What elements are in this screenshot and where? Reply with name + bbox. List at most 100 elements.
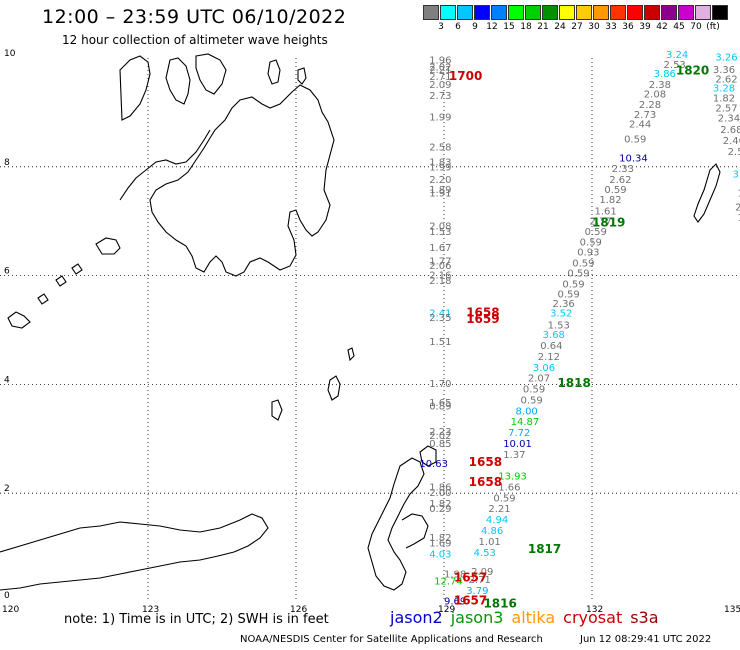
wave-height-label: 12.74: [434, 577, 463, 588]
wave-height-label: 2.73: [634, 110, 656, 121]
negros-coast: [119, 55, 151, 121]
wave-height-label: 2.21: [429, 65, 451, 76]
track-time-label: 1658: [466, 305, 499, 319]
wave-height-label: 2.58: [429, 142, 451, 153]
wave-height-label: 2.09: [429, 80, 451, 91]
x-tick-label: 135: [724, 605, 740, 615]
grid-lines: [0, 58, 740, 602]
scale-swatch: [661, 5, 677, 20]
wave-height-label: 1.82: [599, 195, 621, 206]
palau-coast: [693, 163, 721, 223]
wave-height-label: 3.36: [713, 65, 735, 76]
x-tick-label: 123: [142, 605, 159, 615]
mindanao-coast: [149, 84, 335, 277]
wave-height-label: 4.53: [474, 548, 496, 559]
wave-height-label: 2.02: [429, 431, 451, 442]
wave-height-label: 2.09: [471, 567, 493, 578]
scale-swatch: [474, 5, 490, 20]
wave-height-label: 2.62: [715, 74, 737, 85]
sangihe-coast: [327, 375, 341, 401]
wave-height-label: 10.01: [503, 439, 532, 450]
wave-height-label: 2.34: [718, 114, 740, 125]
wave-height-label: 3.26: [715, 53, 737, 64]
y-tick-label: 10: [4, 49, 16, 59]
mindanao-north-coast: [119, 129, 211, 201]
wave-height-label: 1.4: [738, 213, 740, 224]
wave-height-label: 0.59: [562, 280, 584, 291]
wave-height-label: 1.89: [429, 185, 451, 196]
wave-height-label: 1.37: [503, 450, 525, 461]
satellite-name: s3a: [630, 608, 659, 627]
track-time-label: 1659: [466, 312, 499, 326]
wave-height-label: 2.33: [612, 164, 634, 175]
scale-label: 42: [656, 22, 668, 32]
wave-height-label: 2.73: [429, 91, 451, 102]
y-tick-label: 6: [4, 267, 10, 277]
wave-height-label: 2.02: [429, 63, 451, 74]
wave-height-label: 1.82: [713, 94, 735, 105]
scale-swatch: [678, 5, 694, 20]
wave-height-label: 2.21: [488, 504, 510, 515]
scale-swatch: [695, 5, 711, 20]
wave-height-label: 0.29: [429, 504, 451, 515]
wave-height-label: 2.62: [609, 175, 631, 186]
wave-height-label: 0.93: [577, 247, 599, 258]
wave-height-label: 1.65: [429, 398, 451, 409]
wave-height-label: 2.00: [429, 488, 451, 499]
siau-coast: [347, 347, 355, 362]
timestamp: Jun 12 08:29:41 UTC 2022: [580, 634, 712, 645]
x-tick-label: 126: [290, 605, 307, 615]
scale-label: 15: [503, 22, 515, 32]
footer-note: note: 1) Time is in UTC; 2) SWH is in fe…: [64, 612, 329, 627]
wave-height-label: 1.53: [548, 320, 570, 331]
track-times: 1700 182018191658165918181658165818171657…: [449, 63, 709, 610]
wave-height-label: 9.69: [444, 597, 466, 608]
scale-label: 24: [554, 22, 566, 32]
wave-height-label: 2.44: [629, 120, 651, 131]
wave-height-label: 2.16: [429, 270, 451, 281]
wave-height-label: 2.18: [429, 276, 451, 287]
scale-label: 45: [673, 22, 685, 32]
y-tick-label: 8: [4, 158, 10, 168]
wave-height-label: 3.86: [654, 69, 676, 80]
wave-height-label: 2.08: [429, 221, 451, 232]
wave-height-label: 1.67: [429, 243, 451, 254]
track-time-label: 1657: [454, 594, 487, 608]
morotai-coast: [419, 445, 437, 467]
wave-height-label: 1.16: [738, 189, 740, 200]
wave-height-label: 8.00: [516, 406, 538, 417]
wave-height-label: 0.89: [429, 401, 451, 412]
dinagat-coast: [267, 59, 281, 85]
scale-label: 30: [588, 22, 600, 32]
scale-label: 21: [537, 22, 549, 32]
x-tick-label: 120: [2, 605, 19, 615]
wave-height-label: 0.59: [604, 185, 626, 196]
wave-height-label: 2.28: [639, 100, 661, 111]
wave-height-label: 2.68: [720, 125, 740, 136]
wave-height-label: 1.86: [429, 482, 451, 493]
satellite-name: altika: [511, 608, 556, 627]
coastlines: [0, 53, 721, 591]
wave-height-label: 1.01: [479, 537, 501, 548]
wave-height-label: 2.12: [538, 352, 560, 363]
wave-height-label: 2.71: [469, 575, 491, 586]
altimeter-tracks: 1.962.022.212.712.092.731.992.581.831.99…: [419, 50, 740, 608]
wave-height-label: 2.20: [429, 175, 451, 186]
scale-label: (ft): [706, 22, 720, 32]
track-time-label: 1820: [676, 63, 709, 77]
wave-height-label: 0.59: [585, 227, 607, 238]
track-time-label: 1658: [469, 455, 502, 469]
y-tick-label: 2: [4, 484, 10, 494]
basilan-coast: [95, 237, 121, 255]
scale-swatch: [525, 5, 541, 20]
wave-height-label: 1.61: [594, 207, 616, 218]
scale-label: 3: [438, 22, 444, 32]
wave-height-label: 2.06: [429, 261, 451, 272]
wave-height-label: 2.23: [429, 427, 451, 438]
wave-height-label: 1.70: [429, 379, 451, 390]
scale-label: 33: [605, 22, 617, 32]
wave-height-label: 7.72: [508, 428, 530, 439]
scale-swatch: [542, 5, 558, 20]
wave-height-label: 1.69: [429, 539, 451, 550]
satellite-name: cryosat: [563, 608, 623, 627]
